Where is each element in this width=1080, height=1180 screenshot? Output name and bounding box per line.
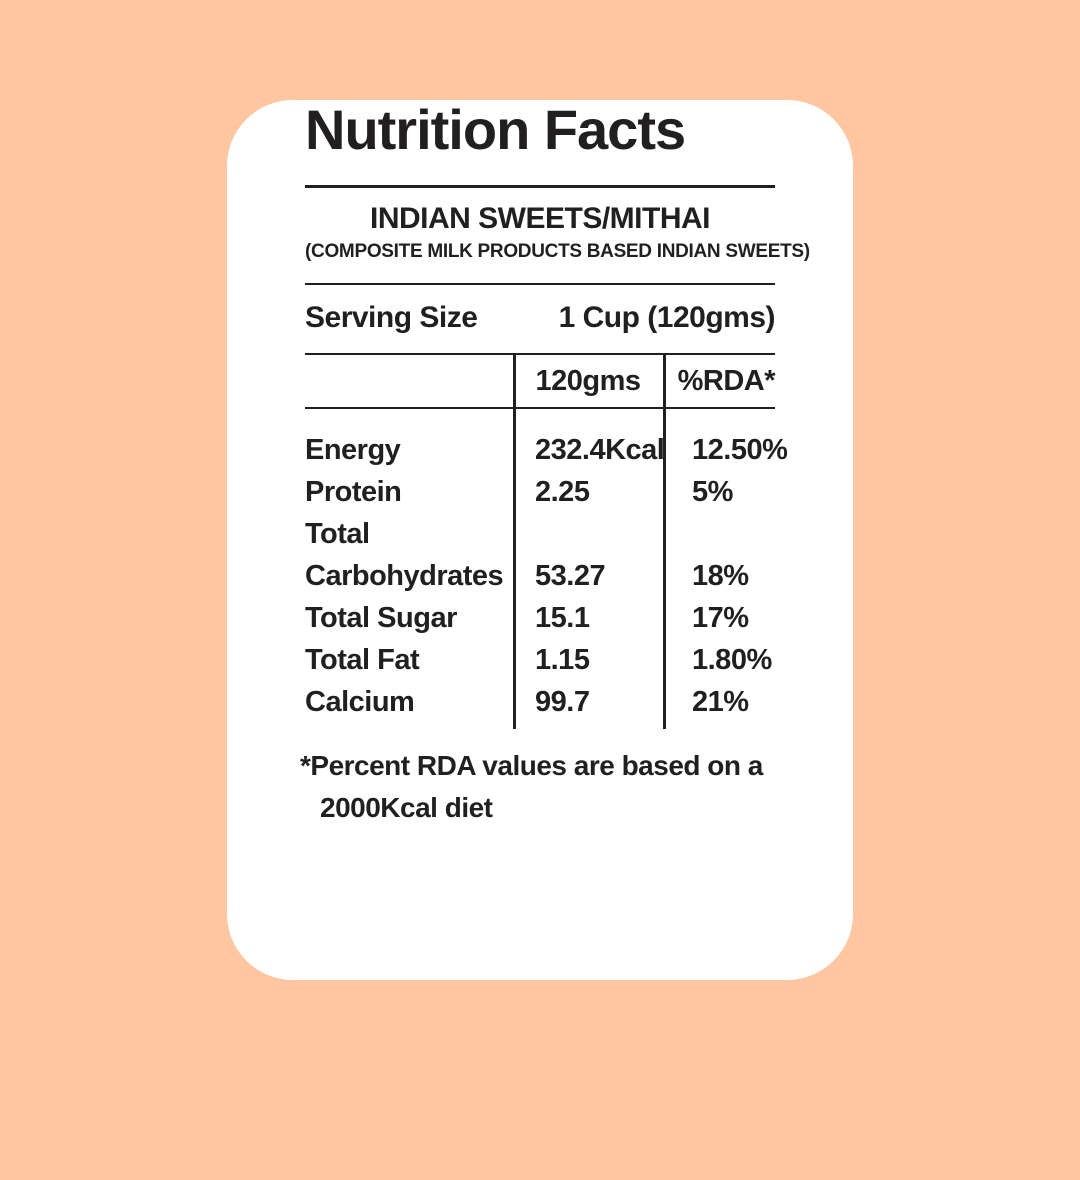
product-name: INDIAN SWEETS/MITHAI xyxy=(370,201,711,235)
nutrient-rda: 17% xyxy=(692,602,749,635)
nutrient-rda: 12.50% xyxy=(692,434,788,467)
nutrient-name: Calcium xyxy=(305,686,415,719)
nutrient-amount: 2.25 xyxy=(535,476,590,509)
nutrient-amount: 15.1 xyxy=(535,602,590,635)
nutrient-name: Total Sugar xyxy=(305,602,457,635)
nutrient-rda: 21% xyxy=(692,686,749,719)
nutrient-rda: 1.80% xyxy=(692,644,772,677)
nutrition-facts-card: Nutrition Facts INDIAN SWEETS/MITHAI (CO… xyxy=(227,98,853,980)
nutrient-amount: 1.15 xyxy=(535,644,590,677)
table-row: Total Sugar 15.1 17% xyxy=(305,597,775,639)
page-title: Nutrition Facts xyxy=(305,98,686,161)
nutrient-amount: 99.7 xyxy=(535,686,590,719)
table-column-divider-1 xyxy=(513,355,516,730)
table-header-row: 120gms %RDA* xyxy=(305,355,776,410)
table-header-amount: 120gms xyxy=(535,364,641,397)
table-header-rda: %RDA* xyxy=(677,364,776,397)
nutrient-name: Total Carbohydrates xyxy=(305,518,504,593)
nutrient-name: Total Fat xyxy=(305,644,420,677)
rda-footnote: *Percent RDA values are based on a 2000K… xyxy=(300,745,775,829)
nutrient-rda: 5% xyxy=(692,476,733,509)
table-row: Total Fat 1.15 1.80% xyxy=(305,639,775,681)
table-body: Energy 232.4Kcal 12.50% Protein 2.25 5% … xyxy=(305,409,788,729)
table-row: Protein 2.25 5% xyxy=(305,471,775,513)
table-row: Energy 232.4Kcal 12.50% xyxy=(305,429,788,471)
nutrient-amount: 232.4Kcal xyxy=(535,434,665,467)
nutrient-rda: 18% xyxy=(692,560,749,593)
subtitle-divider xyxy=(305,282,775,286)
serving-size-value: 1 Cup (120gms) xyxy=(558,301,776,335)
product-description: (COMPOSITE MILK PRODUCTS BASED INDIAN SW… xyxy=(305,240,810,262)
rda-footnote-line1: *Percent RDA values are based on a xyxy=(300,750,763,782)
table-row: Total Carbohydrates 53.27 18% xyxy=(305,513,775,597)
nutrient-amount: 53.27 xyxy=(535,560,606,593)
nutrition-table: 120gms %RDA* Energy 232.4Kcal 12.50% Pro… xyxy=(305,353,788,730)
nutrient-name: Energy xyxy=(305,434,401,467)
rda-footnote-line2: 2000Kcal diet xyxy=(320,792,493,824)
table-column-divider-2 xyxy=(663,355,666,730)
table-row: Calcium 99.7 21% xyxy=(305,681,775,723)
serving-size-row: Serving Size 1 Cup (120gms) xyxy=(305,285,776,353)
nutrient-name: Protein xyxy=(305,476,402,509)
serving-size-label: Serving Size xyxy=(305,301,478,335)
title-divider xyxy=(305,185,775,188)
